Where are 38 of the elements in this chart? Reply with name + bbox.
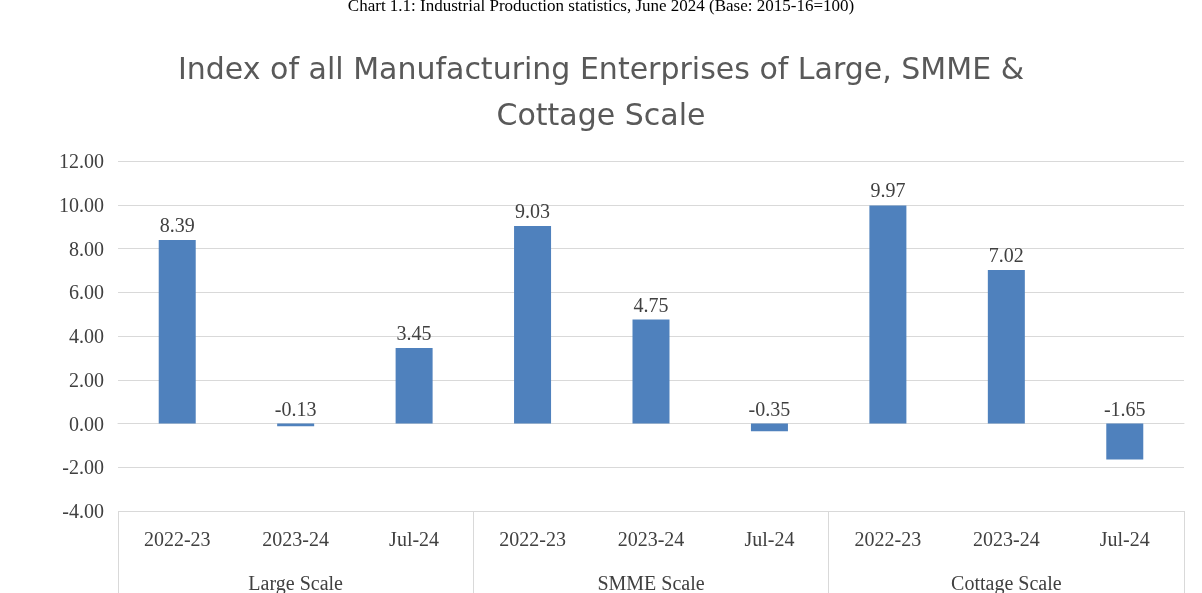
y-tick-label: 2.00 xyxy=(69,368,104,391)
y-tick-label: 10.00 xyxy=(59,193,104,216)
x-tick-label: 2023-24 xyxy=(617,528,685,550)
bar xyxy=(158,239,196,424)
bar xyxy=(632,319,670,424)
y-tick-label: -2.00 xyxy=(62,456,104,479)
data-label: -1.65 xyxy=(1103,397,1146,420)
chart-title: Index of all Manufacturing Enterprises of Large, SMME & Cottage Scale xyxy=(177,50,1025,132)
x-tick-label: Jul-24 xyxy=(1099,528,1150,550)
y-tick-label: -4.00 xyxy=(62,500,104,522)
y-tick-label: 6.00 xyxy=(69,281,104,304)
bar xyxy=(1106,423,1144,460)
x-tick-label: 2022-23 xyxy=(143,528,211,550)
data-label: -0.35 xyxy=(748,397,791,420)
y-tick-label: 8.00 xyxy=(69,237,104,260)
bar xyxy=(869,205,907,424)
data-label: 3.45 xyxy=(396,322,432,345)
x-tick-label: 2023-24 xyxy=(262,528,329,550)
x-tick-label: 2022-23 xyxy=(499,528,566,550)
bar xyxy=(395,348,433,424)
text: SMME Scale xyxy=(597,572,705,593)
bar xyxy=(514,225,552,424)
data-label: 4.75 xyxy=(633,293,669,316)
data-label: 7.02 xyxy=(988,243,1024,266)
y-tick-label: 12.00 xyxy=(59,150,104,172)
data-label: 8.39 xyxy=(159,213,195,236)
data-label: 9.97 xyxy=(870,179,906,202)
x-tick-label: Jul-24 xyxy=(389,528,440,550)
y-tick-label: 4.00 xyxy=(69,325,104,347)
chart-subtitle: Chart 1.1: Industrial Production statistics, June 2024 (Base: 2015-16=100) xyxy=(347,0,855,15)
data-label: -0.13 xyxy=(274,397,317,420)
bar xyxy=(750,423,788,432)
x-tick-label: 2023-24 xyxy=(973,528,1040,550)
data-label: 9.03 xyxy=(515,199,551,222)
x-tick-label: 2022-23 xyxy=(854,528,922,550)
y-tick-label: 0.00 xyxy=(69,412,104,435)
bar xyxy=(987,269,1025,424)
x-tick-label: Jul-24 xyxy=(744,528,795,550)
